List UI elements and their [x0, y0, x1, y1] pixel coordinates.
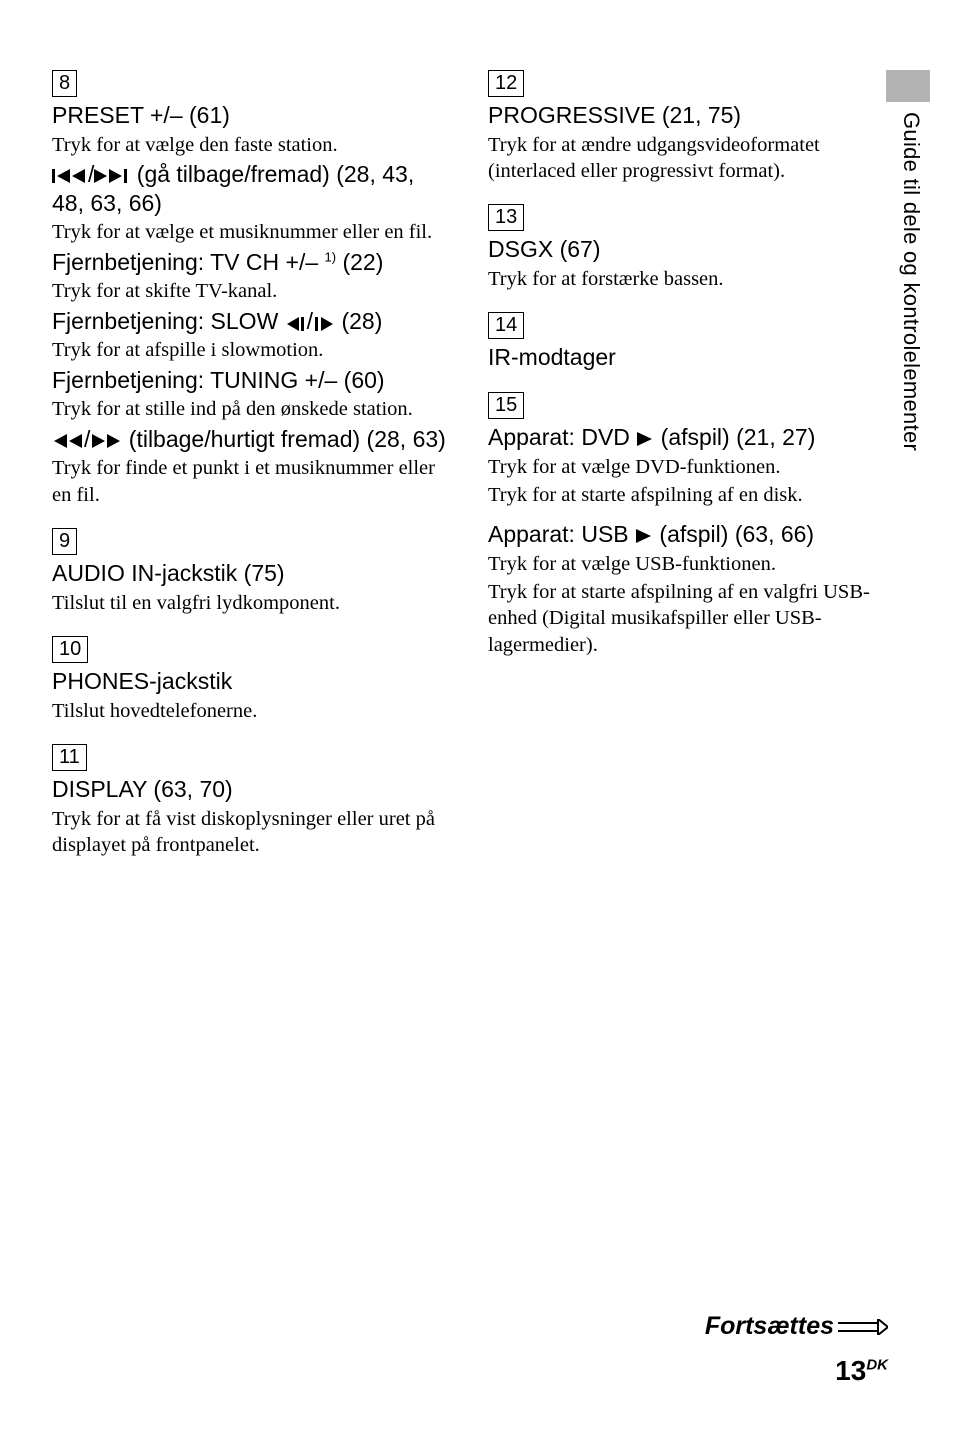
dvd-title: Apparat: DVD (afspil) (21, 27) — [488, 423, 888, 452]
section-13: 13 DSGX (67) Tryk for at forstærke basse… — [488, 204, 888, 292]
prev-track-icon — [52, 168, 88, 184]
section-9: 9 AUDIO IN-jackstik (75) Tilslut til en … — [52, 528, 452, 616]
tvch-prefix: Fjernbetjening: TV CH +/– — [52, 249, 325, 275]
section-15: 15 Apparat: DVD (afspil) (21, 27) Tryk f… — [488, 392, 888, 658]
page-lang: DK — [866, 1357, 888, 1374]
section-number: 9 — [52, 528, 77, 555]
audio-in-title: AUDIO IN-jackstik (75) — [52, 559, 452, 588]
section-number: 8 — [52, 70, 77, 97]
slow-rev-icon — [285, 317, 307, 331]
tvch-suffix: (22) — [336, 249, 383, 275]
tvch-title: Fjernbetjening: TV CH +/– 1) (22) — [52, 248, 452, 277]
slow-prefix: Fjernbetjening: SLOW — [52, 308, 285, 334]
next-track-icon — [94, 168, 130, 184]
usb-title: Apparat: USB (afspil) (63, 66) — [488, 520, 888, 549]
fast-forward-icon — [90, 433, 122, 449]
section-11: 11 DISPLAY (63, 70) Tryk for at få vist … — [52, 744, 452, 858]
display-desc: Tryk for at få vist diskoplysninger elle… — [52, 806, 452, 858]
preset-desc: Tryk for at vælge den faste station. — [52, 132, 452, 158]
slow-fwd-icon — [313, 317, 335, 331]
skip-title: / (gå tilbage/fremad) (28, 43, 48, 63, 6… — [52, 160, 452, 218]
dsgx-desc: Tryk for at forstærke bassen. — [488, 266, 888, 292]
page-content: 8 PRESET +/– (61) Tryk for at vælge den … — [0, 0, 960, 878]
section-12: 12 PROGRESSIVE (21, 75) Tryk for at ændr… — [488, 70, 888, 184]
usb-prefix: Apparat: USB — [488, 521, 635, 547]
side-tab-label: Guide til dele og kontrolelementer — [898, 112, 924, 451]
usb-desc-1: Tryk for at vælge USB-funktionen. — [488, 551, 888, 577]
play-icon — [636, 431, 654, 447]
dvd-suffix: (afspil) (21, 27) — [654, 424, 815, 450]
dvd-desc-2: Tryk for at starte afspilning af en disk… — [488, 482, 888, 508]
skip-desc: Tryk for at vælge et musiknummer eller e… — [52, 219, 452, 245]
slow-suffix: (28) — [335, 308, 382, 334]
tuning-title: Fjernbetjening: TUNING +/– (60) — [52, 366, 452, 395]
continue-label: Fortsættes — [705, 1312, 834, 1341]
usb-suffix: (afspil) (63, 66) — [653, 521, 814, 547]
section-number: 12 — [488, 70, 524, 97]
rewind-icon — [52, 433, 84, 449]
progressive-desc: Tryk for at ændre udgangsvideoformatet (… — [488, 132, 888, 184]
left-column: 8 PRESET +/– (61) Tryk for at vælge den … — [52, 70, 452, 878]
audio-in-desc: Tilslut til en valgfri lydkomponent. — [52, 590, 452, 616]
section-14: 14 IR-modtager — [488, 312, 888, 372]
progressive-title: PROGRESSIVE (21, 75) — [488, 101, 888, 130]
phones-title: PHONES-jackstik — [52, 667, 452, 696]
dvd-prefix: Apparat: DVD — [488, 424, 636, 450]
ir-title: IR-modtager — [488, 343, 888, 372]
section-number: 15 — [488, 392, 524, 419]
display-title: DISPLAY (63, 70) — [52, 775, 452, 804]
continue-indicator: Fortsættes — [705, 1312, 888, 1341]
preset-title: PRESET +/– (61) — [52, 101, 452, 130]
ff-title-text: (tilbage/hurtigt fremad) (28, 63) — [122, 426, 445, 452]
section-10: 10 PHONES-jackstik Tilslut hovedtelefone… — [52, 636, 452, 724]
right-column: 12 PROGRESSIVE (21, 75) Tryk for at ændr… — [488, 70, 888, 878]
page-number: 13DK — [705, 1355, 888, 1387]
section-8: 8 PRESET +/– (61) Tryk for at vælge den … — [52, 70, 452, 508]
section-number: 13 — [488, 204, 524, 231]
slow-desc: Tryk for at afspille i slowmotion. — [52, 337, 452, 363]
slow-title: Fjernbetjening: SLOW / (28) — [52, 307, 452, 336]
dsgx-title: DSGX (67) — [488, 235, 888, 264]
section-number: 10 — [52, 636, 88, 663]
phones-desc: Tilslut hovedtelefonerne. — [52, 698, 452, 724]
tvch-desc: Tryk for at skifte TV-kanal. — [52, 278, 452, 304]
tvch-sup: 1) — [325, 249, 337, 264]
ff-desc: Tryk for finde et punkt i et musiknummer… — [52, 455, 452, 507]
tuning-desc: Tryk for at stille ind på den ønskede st… — [52, 396, 452, 422]
section-number: 14 — [488, 312, 524, 339]
page-footer: Fortsættes 13DK — [705, 1312, 888, 1387]
play-icon — [635, 528, 653, 544]
usb-desc-2: Tryk for at starte afspilning af en valg… — [488, 579, 888, 658]
dvd-desc-1: Tryk for at vælge DVD-funktionen. — [488, 454, 888, 480]
continue-arrow-icon — [838, 1319, 888, 1335]
page-number-value: 13 — [835, 1355, 866, 1386]
side-tab-marker — [886, 70, 930, 102]
section-number: 11 — [52, 744, 87, 771]
side-tab: Guide til dele og kontrolelementer — [886, 0, 930, 560]
ff-title: / (tilbage/hurtigt fremad) (28, 63) — [52, 425, 452, 454]
